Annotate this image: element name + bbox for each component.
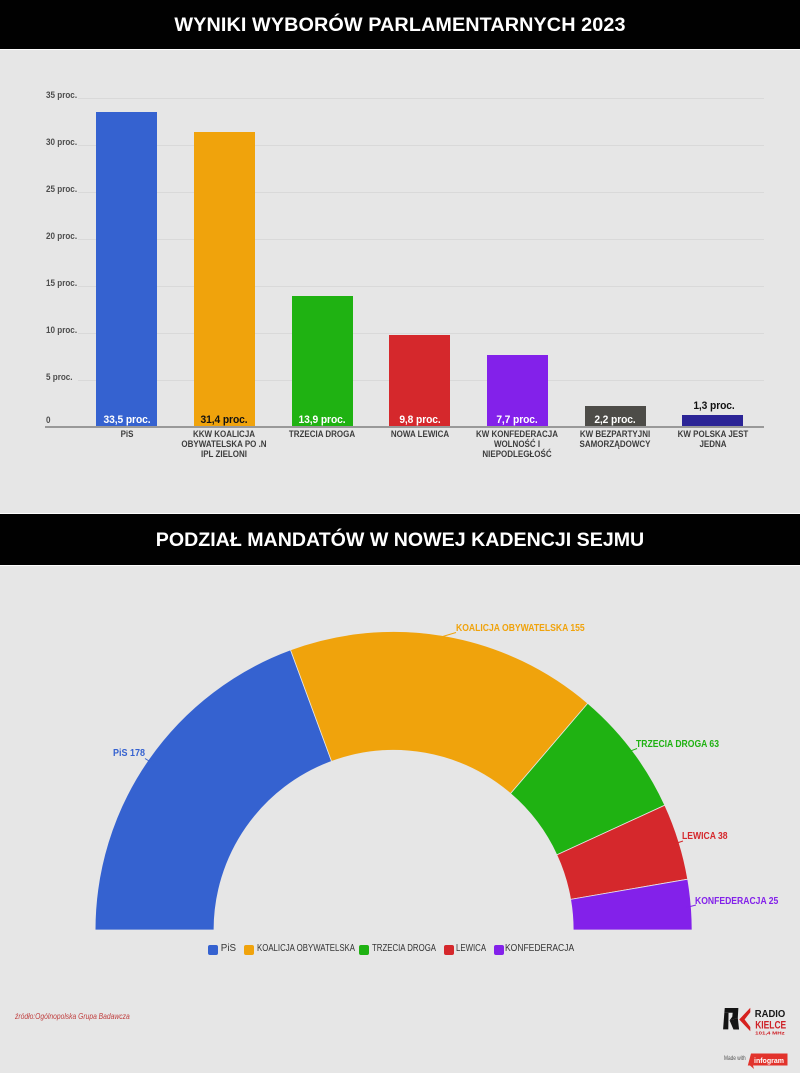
- svg-text:101,4 MHz: 101,4 MHz: [755, 1030, 785, 1035]
- svg-text:KIELCE: KIELCE: [755, 1020, 786, 1032]
- svg-text:infogram: infogram: [754, 1058, 784, 1065]
- svg-text:RADIO: RADIO: [755, 1009, 786, 1020]
